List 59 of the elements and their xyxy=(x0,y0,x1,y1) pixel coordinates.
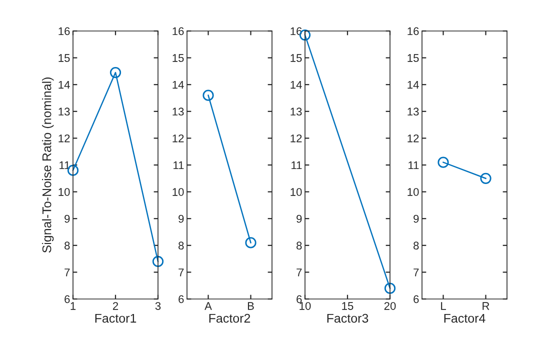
x-tick-label: 2 xyxy=(112,302,118,310)
x-tick-label: 1 xyxy=(70,302,76,310)
point xyxy=(152,256,164,268)
x-axis-title: Factor2 xyxy=(209,314,250,323)
y-tick-label: 11 xyxy=(174,161,184,170)
y-tick-label: 8 xyxy=(296,242,302,250)
y-tick-label: 11 xyxy=(60,161,70,170)
x-tick-label: B xyxy=(248,302,254,310)
y-tick-label: 6 xyxy=(414,295,419,304)
y-tick-label: 16 xyxy=(172,27,184,36)
x-tick-label: L xyxy=(441,302,446,310)
x-tick-label: R xyxy=(482,302,490,310)
y-tick-label: 13 xyxy=(408,108,419,116)
point xyxy=(110,66,122,78)
y-tick-label: 7 xyxy=(178,268,184,276)
x-tick-label: 20 xyxy=(384,302,396,310)
y-tick-label: 14 xyxy=(290,80,302,89)
y-tick-label: 7 xyxy=(414,268,419,276)
y-tick-label: 13 xyxy=(290,108,302,116)
y-tick-label: 8 xyxy=(178,242,184,250)
y-tick-label: 14 xyxy=(172,80,184,89)
y-tick-label: 14 xyxy=(58,80,70,89)
y-tick-label: 10 xyxy=(408,188,419,196)
y-tick-label: 16 xyxy=(408,27,419,36)
y-tick-label: 12 xyxy=(58,134,70,142)
y-tick-label: 7 xyxy=(64,268,70,276)
y-tick-label: 12 xyxy=(408,134,419,142)
x-axis-title: Factor1 xyxy=(95,314,136,323)
y-tick-label: 11 xyxy=(408,161,419,170)
y-tick-label: 7 xyxy=(296,268,302,276)
x-tick-label: 15 xyxy=(342,302,354,310)
y-tick-label: 15 xyxy=(58,54,70,62)
y-tick-label: 9 xyxy=(296,214,302,223)
y-tick-label: 8 xyxy=(414,242,419,250)
y-tick-label: 9 xyxy=(64,214,70,223)
y-tick-label: 13 xyxy=(172,108,184,116)
x-axis-title: Factor3 xyxy=(327,314,368,323)
y-tick-label: 6 xyxy=(64,295,70,304)
y-tick-label: 9 xyxy=(178,214,184,223)
y-tick-label: 6 xyxy=(178,295,184,304)
y-tick-label: 11 xyxy=(292,161,302,170)
y-tick-label: 10 xyxy=(172,188,184,196)
x-axis-title: Factor4 xyxy=(444,314,486,323)
y-tick-label: 12 xyxy=(172,134,184,142)
y-tick-label: 9 xyxy=(414,214,419,223)
y-tick-label: 14 xyxy=(408,80,419,89)
y-tick-label: 15 xyxy=(172,54,184,62)
y-tick-label: 15 xyxy=(408,54,419,62)
y-tick-label: 10 xyxy=(58,188,70,196)
x-tick-label: A xyxy=(204,302,212,310)
y-tick-label: 6 xyxy=(296,295,302,304)
y-tick-label: 13 xyxy=(58,108,70,116)
y-axis-title: Signal-To-Noise Ratio (nominal) xyxy=(42,78,54,253)
x-tick-label: 3 xyxy=(155,302,161,310)
y-tick-label: 15 xyxy=(290,54,302,62)
y-tick-label: 8 xyxy=(64,242,70,250)
y-tick-label: 16 xyxy=(58,27,70,36)
y-tick-label: 10 xyxy=(290,188,302,196)
y-tick-label: 12 xyxy=(290,134,302,142)
